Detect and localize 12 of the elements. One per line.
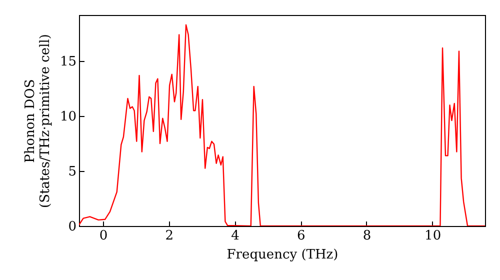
x-tick-label: 10 (424, 228, 442, 244)
line-series (79, 24, 485, 226)
y-tick-label: 10 (60, 110, 76, 125)
x-tick-label: 2 (165, 228, 174, 244)
x-tick-label: 4 (231, 228, 240, 244)
x-axis-title: Frequency (THz) (226, 248, 338, 262)
x-tick-label: 6 (296, 228, 306, 244)
y-tick-label: 5 (68, 164, 76, 180)
x-tick-label: 0 (99, 228, 108, 244)
y-tick-label: 15 (60, 54, 76, 70)
y-axis-title: Phonon DOS (States/THz·primitive cell) (22, 34, 53, 208)
x-tick-label: 8 (362, 228, 372, 244)
